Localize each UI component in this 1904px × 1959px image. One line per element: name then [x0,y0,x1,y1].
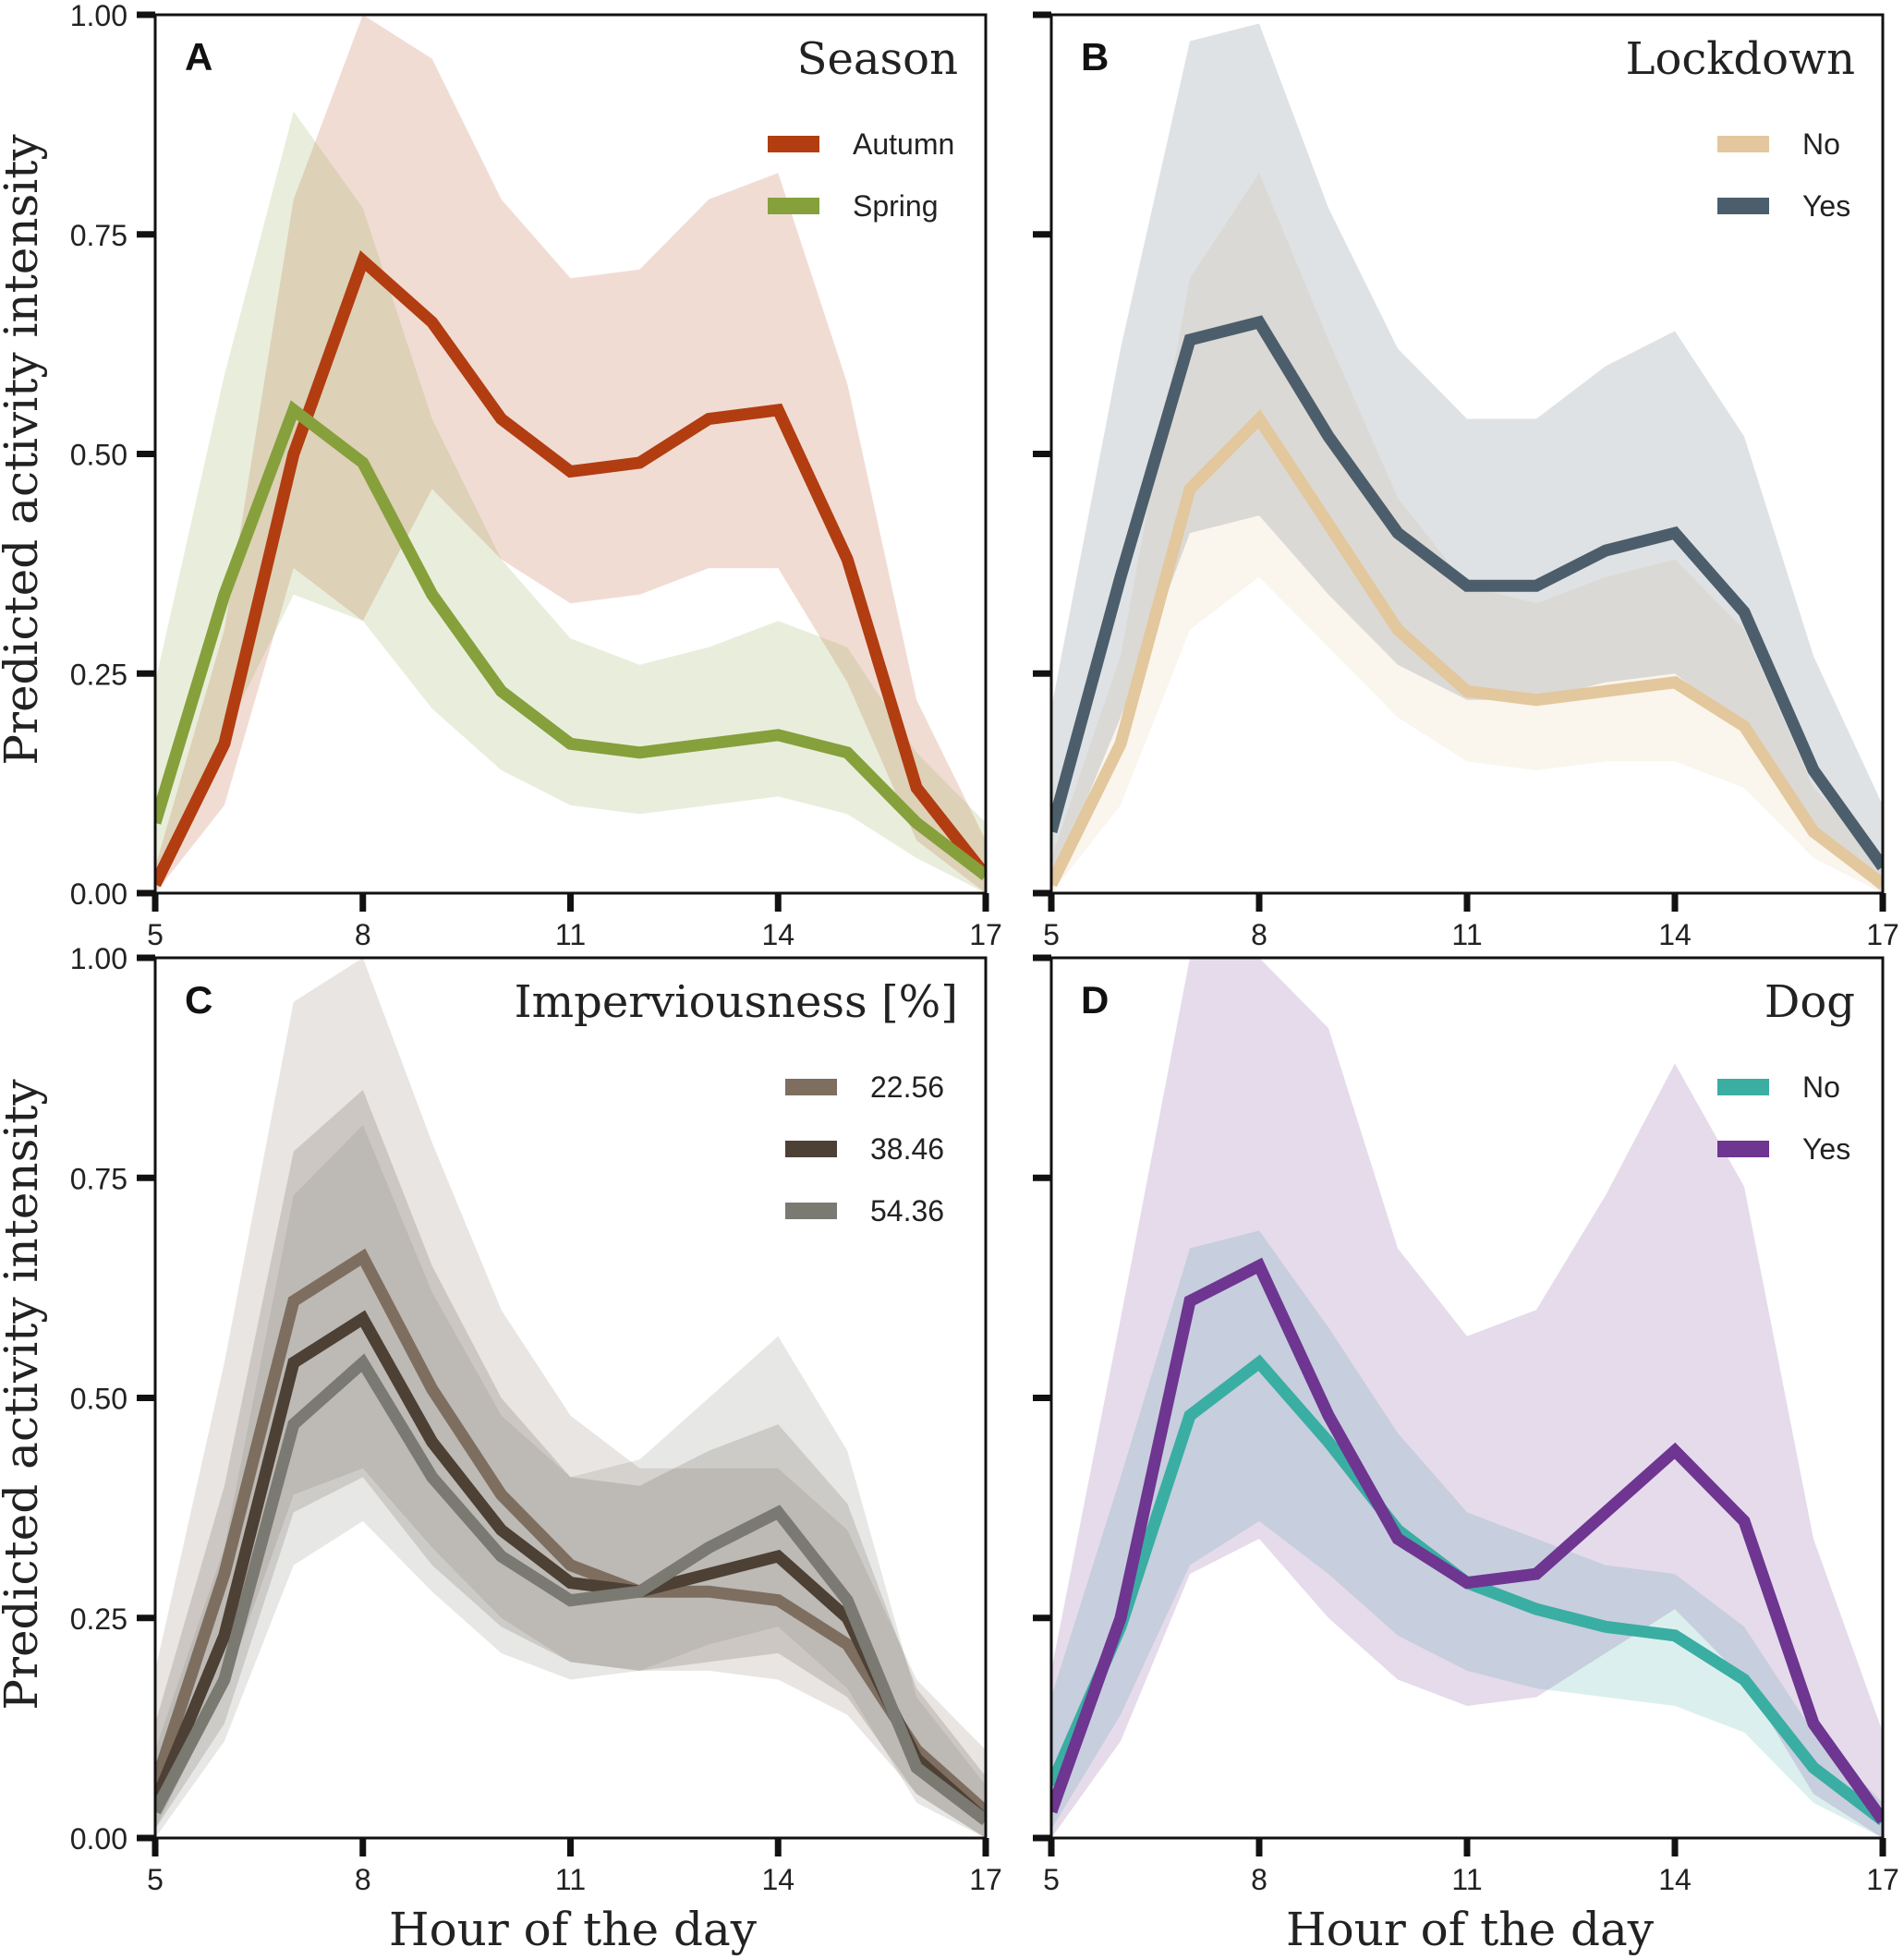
legend-label: 38.46 [870,1132,944,1166]
panel-a: 0.00 0.25 0.50 0.75 1.00 5 8 11 14 17 A Season Autum… [70,0,1002,951]
series-line-38.46 [155,1310,986,1825]
confidence-band-54.36 [155,1125,986,1838]
x-tick-label: 14 [761,918,794,951]
x-tick-label: 14 [761,1863,794,1896]
legend: Imperviousness [%] 22.56 38.46 54.36 [515,976,958,1227]
x-tick-label: 8 [355,1863,371,1896]
y-tick-label: 0.25 [70,1602,127,1636]
x-axis-label-right: Hour of the day [1286,1903,1655,1956]
panel-letter: C [185,978,212,1022]
confidence-band-No [1051,173,1883,893]
y-tick-label: 0.75 [70,1162,127,1195]
x-tick-label: 8 [1251,1863,1267,1896]
legend-label: Yes [1802,189,1850,223]
confidence-band-38.46 [155,1090,986,1838]
legend-label: No [1802,127,1840,161]
legend-label: Spring [853,189,939,223]
confidence-band-22.56 [155,958,986,1838]
plot-area [1051,958,1883,1838]
legend-label: No [1802,1070,1840,1104]
legend: Dog No Yes [1717,976,1855,1166]
panel-letter: D [1081,978,1109,1022]
x-tick-label: 14 [1658,1863,1692,1896]
series-line-54.36 [155,1353,986,1826]
plot-area [1051,23,1883,893]
plot-area [155,958,986,1838]
x-tick-label: 5 [147,918,164,951]
x-tick-label: 14 [1658,918,1692,951]
y-tick-label: 0.50 [70,1383,127,1416]
x-tick-label: 17 [1866,1863,1899,1896]
x-tick-label: 11 [555,1863,586,1896]
legend-label: 22.56 [870,1070,944,1104]
panel-b: 5 8 11 14 17 B Lockdown No Yes [1033,11,1899,951]
y-tick-label: 1.00 [70,0,127,32]
x-tick-label: 11 [555,918,586,951]
y-tick-label: 0.25 [70,658,127,691]
legend-label: Autumn [853,127,954,161]
y-tick-label: 1.00 [70,942,127,975]
panel-letter: B [1081,35,1109,79]
x-tick-label: 11 [1451,918,1482,951]
panel-d: 5 8 11 14 17 D Dog No Yes [1033,954,1899,1896]
y-tick-label: 0.00 [70,1822,127,1856]
x-tick-label: 11 [1451,1863,1482,1896]
y-tick-label: 0.50 [70,439,127,472]
y-axis-label-bottom: Predicted activity intensity [0,1079,48,1711]
confidence-band-Spring [155,111,986,893]
legend-title: Dog [1765,976,1855,1028]
x-tick-label: 8 [355,918,371,951]
series-line-Yes [1051,315,1883,871]
y-tick-label: 0.75 [70,219,127,252]
legend-title: Imperviousness [%] [515,976,958,1028]
confidence-band-Yes [1051,23,1883,893]
legend-title: Season [797,33,958,85]
x-tick-label: 5 [1043,1863,1060,1896]
x-tick-label: 17 [1866,918,1899,951]
series-line-22.56 [155,1248,986,1817]
y-tick-label: 0.00 [70,877,127,911]
legend: Lockdown No Yes [1626,33,1855,223]
legend-label: Yes [1802,1132,1850,1166]
confidence-band-Autumn [155,15,986,893]
plot-area [155,15,986,893]
y-axis-label-top: Predicted activity intensity [0,134,48,766]
x-tick-label: 17 [969,918,1002,951]
series-line-Spring [155,400,986,881]
x-tick-label: 5 [1043,918,1060,951]
legend-label: 54.36 [870,1194,944,1227]
x-tick-label: 17 [969,1863,1002,1896]
confidence-band-No [1051,1230,1883,1838]
legend: Season Autumn Spring [768,33,958,223]
legend-title: Lockdown [1626,33,1855,85]
series-line-Autumn [155,250,986,888]
panel-letter: A [185,35,212,79]
confidence-band-Yes [1051,958,1883,1838]
x-axis-label-left: Hour of the day [389,1903,758,1956]
series-line-Yes [1051,1257,1883,1824]
series-line-No [1051,409,1883,889]
panel-c: 0.00 0.25 0.50 0.75 1.00 5 8 11 14 17 C Imperviousn… [70,942,1002,1896]
x-tick-label: 8 [1251,918,1267,951]
x-tick-label: 5 [147,1863,164,1896]
